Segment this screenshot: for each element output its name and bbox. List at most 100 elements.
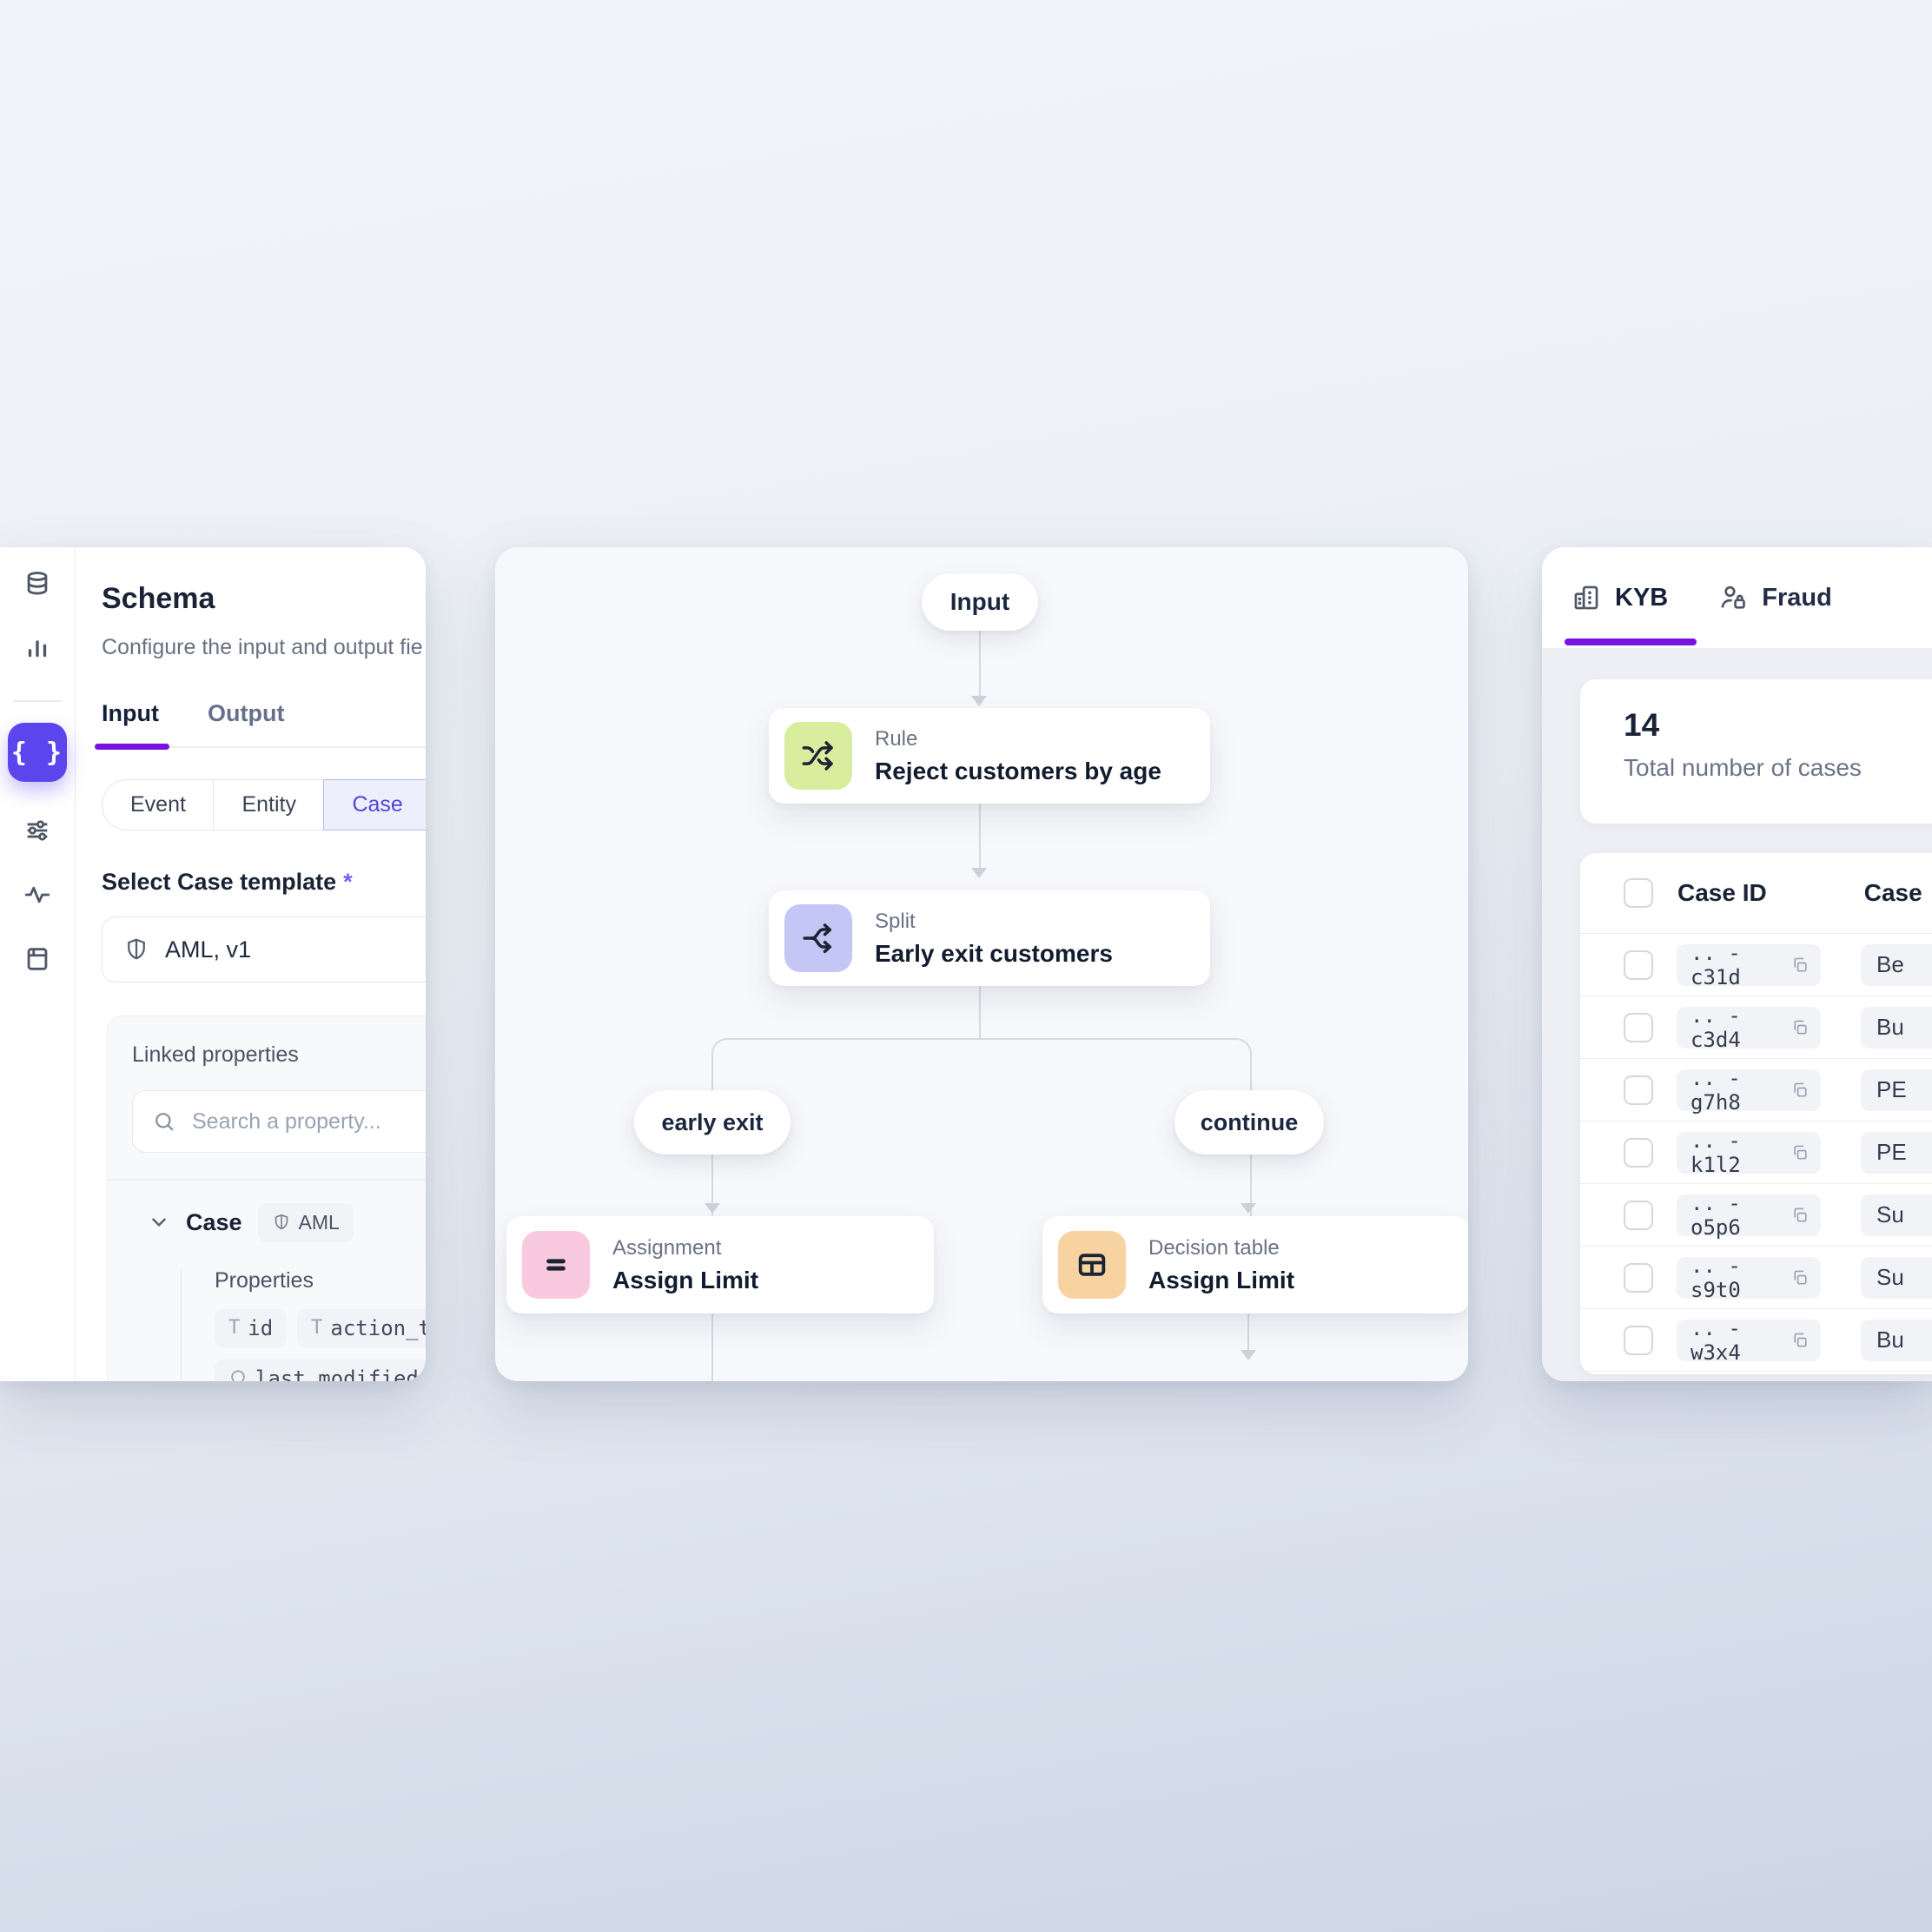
case-id-text: .. -c31d <box>1690 940 1741 989</box>
property-chip-last-modified-by[interactable]: last_modified_by <box>215 1359 426 1382</box>
copy-icon[interactable] <box>1791 1081 1809 1100</box>
row-checkbox[interactable] <box>1624 1012 1653 1042</box>
row-checkbox[interactable] <box>1624 949 1653 980</box>
tab-fraud-label: Fraud <box>1762 583 1832 612</box>
workflow-canvas[interactable]: Input early exit continue Rule Reject cu… <box>495 547 1468 1381</box>
table-row[interactable]: .. -c3d4 Bu <box>1580 996 1932 1059</box>
table-row[interactable]: .. -c31d Be <box>1580 934 1932 996</box>
sidebar: { } <box>0 547 76 1381</box>
case-type-pill: PE <box>1861 1131 1932 1174</box>
branch-label-continue[interactable]: continue <box>1174 1090 1324 1155</box>
page-subtitle: Configure the input and output fie <box>102 635 423 659</box>
case-id-pill[interactable]: .. -s9t0 <box>1677 1254 1821 1302</box>
copy-icon[interactable] <box>1791 1143 1809 1162</box>
case-type-pill: Su <box>1861 1256 1932 1299</box>
chevron-down-icon[interactable] <box>148 1211 170 1234</box>
sliders-icon[interactable] <box>20 813 55 848</box>
tab-kyb[interactable]: KYB <box>1571 583 1668 612</box>
case-id-pill[interactable]: .. -w3x4 <box>1677 1316 1821 1365</box>
chip-label: last_modified_by <box>255 1366 426 1382</box>
property-search[interactable] <box>132 1090 426 1153</box>
row-checkbox[interactable] <box>1624 1325 1653 1355</box>
split-icon <box>784 904 852 972</box>
table-row[interactable]: .. -g7h8 PE <box>1580 1059 1932 1121</box>
rule-node-text: Rule Reject customers by age <box>875 727 1161 785</box>
segment-entity[interactable]: Entity <box>213 779 325 830</box>
split-node[interactable]: Split Early exit customers <box>769 890 1210 986</box>
segment-case[interactable]: Case <box>323 779 426 830</box>
connector-line <box>711 1313 713 1381</box>
property-chip-row: last_modified_by Tst <box>215 1359 426 1382</box>
case-id-pill[interactable]: .. -c31d <box>1677 940 1821 989</box>
database-icon[interactable] <box>20 566 55 601</box>
chip-label: action_trigger_i <box>330 1315 426 1340</box>
linked-properties-heading: Linked properties <box>132 1042 299 1067</box>
case-id-text: .. -o5p6 <box>1690 1190 1741 1240</box>
row-checkbox[interactable] <box>1624 1200 1653 1230</box>
case-id-pill[interactable]: .. -k1l2 <box>1677 1128 1821 1177</box>
branch-label-early-exit[interactable]: early exit <box>634 1090 791 1155</box>
cases-panel: KYB Fraud 14 Total number of cases Case … <box>1542 547 1932 1381</box>
row-checkbox[interactable] <box>1624 1075 1653 1105</box>
connector-arrow <box>1241 1350 1256 1360</box>
case-id-text: .. -w3x4 <box>1690 1315 1741 1365</box>
copy-icon[interactable] <box>1791 1018 1809 1037</box>
segment-event[interactable]: Event <box>102 779 215 830</box>
copy-icon[interactable] <box>1791 1331 1809 1350</box>
user-lock-icon <box>1721 586 1746 609</box>
assignment-node-text: Assignment Assign Limit <box>612 1236 758 1294</box>
tab-input[interactable]: Input <box>95 700 169 750</box>
row-checkbox[interactable] <box>1624 1262 1653 1293</box>
node-type-label: Rule <box>875 726 918 751</box>
book-icon[interactable] <box>20 942 55 976</box>
connector-line <box>979 804 981 870</box>
column-case-id: Case ID <box>1677 879 1767 906</box>
row-checkbox[interactable] <box>1624 1137 1653 1168</box>
case-id-text: .. -k1l2 <box>1690 1128 1741 1177</box>
rule-node[interactable]: Rule Reject customers by age <box>769 708 1210 804</box>
table-row[interactable]: .. -k1l2 PE <box>1580 1121 1932 1184</box>
case-type-text: Bu <box>1876 1014 1904 1040</box>
select-value: AML, v1 <box>165 936 252 963</box>
copy-icon[interactable] <box>1791 1206 1809 1225</box>
case-id-pill[interactable]: .. -c3d4 <box>1677 1003 1821 1052</box>
table-row[interactable]: .. -o5p6 Su <box>1580 1184 1932 1247</box>
decision-table-node[interactable]: Decision table Assign Limit <box>1042 1216 1468 1313</box>
tab-output[interactable]: Output <box>207 700 285 726</box>
copy-icon[interactable] <box>1791 956 1809 975</box>
case-type-pill: Bu <box>1861 1006 1932 1049</box>
case-id-text: .. -g7h8 <box>1690 1065 1741 1115</box>
case-type-pill: Bu <box>1861 1319 1932 1361</box>
table-row[interactable]: .. -w3x4 Bu <box>1580 1309 1932 1372</box>
aml-badge-label: AML <box>298 1210 340 1234</box>
tab-fraud[interactable]: Fraud <box>1718 583 1832 612</box>
cases-content: 14 Total number of cases Case ID Case ..… <box>1542 648 1932 1381</box>
case-type-pill: Su <box>1861 1194 1932 1236</box>
case-id-pill[interactable]: .. -g7h8 <box>1677 1066 1821 1115</box>
activity-icon[interactable] <box>20 877 55 912</box>
table-icon <box>1058 1231 1126 1299</box>
copy-icon[interactable] <box>1791 1268 1809 1287</box>
total-cases-label: Total number of cases <box>1624 754 1862 781</box>
case-group-row[interactable]: Case AML <box>132 1181 426 1261</box>
table-row[interactable]: .. -s9t0 Su <box>1580 1247 1932 1309</box>
total-cases-value: 14 <box>1624 707 1660 743</box>
case-id-pill[interactable]: .. -o5p6 <box>1677 1191 1821 1240</box>
input-node-label: Input <box>949 588 1010 615</box>
input-node[interactable]: Input <box>922 573 1038 631</box>
equals-icon <box>522 1231 590 1299</box>
assignment-node[interactable]: Assignment Assign Limit <box>506 1216 934 1313</box>
aml-badge: AML <box>257 1202 354 1242</box>
select-all-checkbox[interactable] <box>1624 878 1653 908</box>
node-title: Assign Limit <box>1148 1266 1295 1294</box>
bar-chart-icon[interactable] <box>20 631 55 665</box>
braces-icon-active[interactable]: { } <box>8 723 67 782</box>
case-type-text: PE <box>1876 1139 1907 1165</box>
case-type-text: Su <box>1876 1201 1904 1227</box>
branch-early-exit-text: early exit <box>661 1108 764 1135</box>
case-template-select[interactable]: AML, v1 <box>102 916 426 983</box>
search-input[interactable] <box>190 1108 426 1135</box>
